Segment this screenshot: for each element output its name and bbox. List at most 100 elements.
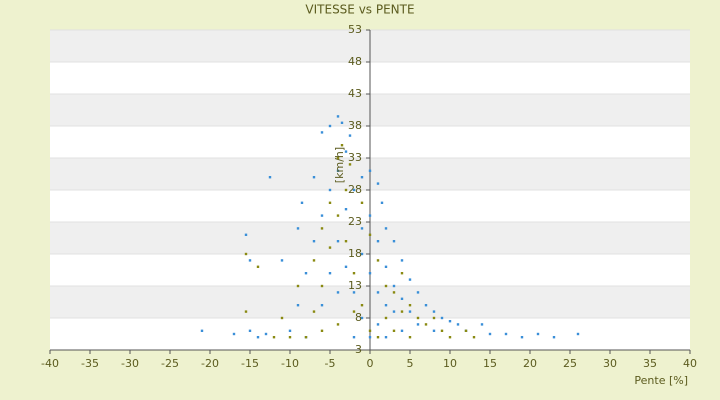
scatter-point (368, 169, 372, 172)
scatter-point (376, 240, 380, 243)
scatter-point (376, 182, 380, 185)
scatter-point (368, 329, 372, 332)
x-tick-label: 40 (683, 357, 697, 370)
scatter-point (368, 214, 372, 217)
scatter-point (244, 310, 248, 313)
scatter-point (376, 336, 380, 339)
scatter-point (552, 336, 556, 339)
y-tick-label: 53 (348, 23, 362, 36)
scatter-point (320, 304, 324, 307)
scatter-point (384, 284, 388, 288)
scatter-point (336, 115, 340, 118)
scatter-point (360, 252, 364, 256)
scatter-point (312, 310, 316, 313)
scatter-point (348, 134, 352, 137)
scatter-point (504, 332, 508, 336)
x-tick-label: -40 (41, 357, 59, 370)
scatter-point (320, 214, 324, 217)
scatter-point (400, 259, 404, 262)
x-tick-label: 35 (643, 357, 657, 370)
scatter-point (320, 131, 324, 134)
scatter-point (432, 316, 436, 320)
scatter-point (456, 323, 460, 326)
scatter-point (264, 332, 268, 336)
x-tick-label: -20 (201, 357, 219, 370)
x-tick-label: 10 (443, 357, 457, 370)
scatter-point (424, 304, 428, 307)
scatter-point (256, 336, 260, 339)
scatter-point (304, 272, 308, 275)
scatter-point (320, 227, 324, 230)
x-tick-label: 20 (523, 357, 537, 370)
scatter-point (464, 329, 468, 332)
scatter-point (384, 316, 388, 320)
scatter-point (336, 214, 340, 217)
y-tick-label: 28 (348, 183, 362, 196)
scatter-point (392, 291, 396, 294)
scatter-point (352, 336, 356, 339)
scatter-point (360, 316, 364, 320)
scatter-point (336, 240, 340, 243)
scatter-point (360, 201, 364, 204)
y-axis-title: [km/h] (333, 147, 346, 183)
scatter-point (392, 310, 396, 313)
scatter-point (312, 240, 316, 243)
scatter-point (440, 316, 444, 320)
scatter-point (536, 332, 540, 336)
scatter-point (376, 291, 380, 294)
scatter-point (296, 227, 300, 230)
x-tick-label: 25 (563, 357, 577, 370)
x-tick-label: -25 (161, 357, 179, 370)
scatter-point (368, 233, 372, 236)
scatter-point (336, 323, 340, 326)
scatter-point (400, 329, 404, 332)
scatter-point (376, 259, 380, 262)
scatter-point (288, 336, 292, 339)
scatter-point (328, 272, 332, 275)
scatter-point (344, 188, 348, 192)
x-tick-label: -5 (325, 357, 336, 370)
scatter-point (320, 284, 324, 288)
scatter-point (520, 336, 524, 339)
scatter-point (336, 156, 340, 160)
x-tick-label: 15 (483, 357, 497, 370)
scatter-point (416, 291, 420, 294)
scatter-point (432, 329, 436, 332)
scatter-point (384, 336, 388, 339)
scatter-point (408, 304, 412, 307)
scatter-point (344, 150, 348, 153)
scatter-point (352, 291, 356, 294)
scatter-point (376, 323, 380, 326)
scatter-point (288, 329, 292, 332)
y-tick-label: 13 (348, 279, 362, 292)
scatter-point (360, 176, 364, 179)
scatter-point (408, 336, 412, 339)
scatter-point (328, 188, 332, 192)
scatter-point (300, 201, 304, 204)
scatter-point (344, 265, 348, 268)
scatter-point (408, 310, 412, 313)
x-tick-label: -10 (281, 357, 299, 370)
scatter-point (472, 336, 476, 339)
scatter-point (328, 246, 332, 249)
y-tick-label: 33 (348, 151, 362, 164)
scatter-point (312, 259, 316, 262)
scatter-point (380, 201, 384, 204)
y-tick-label: 18 (348, 247, 362, 260)
scatter-point (344, 208, 348, 211)
scatter-point (400, 310, 404, 313)
scatter-point (336, 169, 340, 172)
scatter-point (312, 176, 316, 179)
scatter-point (280, 259, 284, 262)
scatter-point (368, 336, 372, 339)
scatter-point (368, 272, 372, 275)
scatter-point (352, 310, 356, 313)
x-tick-label: -35 (81, 357, 99, 370)
scatter-point (384, 304, 388, 307)
scatter-point (480, 323, 484, 326)
scatter-point (392, 329, 396, 332)
scatter-point (352, 272, 356, 275)
scatter-point (304, 336, 308, 339)
